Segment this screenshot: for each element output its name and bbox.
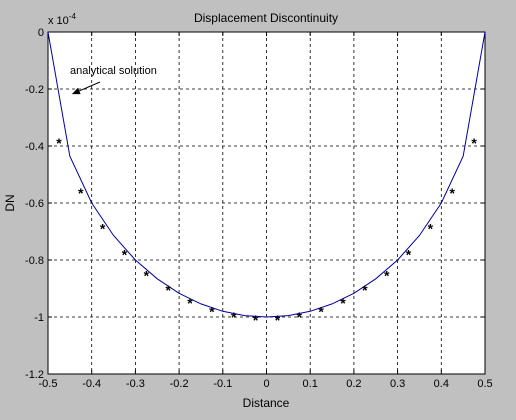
numerical-point-marker: * xyxy=(428,221,434,237)
numerical-point-marker: * xyxy=(340,295,346,311)
y-tick-labels: 0 -0.2 -0.4 -0.6 -0.8 -1 -1.2 xyxy=(25,27,44,381)
x-tick-label: -0.1 xyxy=(213,378,232,390)
y-tick-label: -0.2 xyxy=(25,84,44,96)
x-axis-label: Distance xyxy=(243,396,290,410)
numerical-point-marker: * xyxy=(449,185,455,201)
numerical-point-marker: * xyxy=(297,309,303,325)
numerical-point-marker: * xyxy=(318,303,324,319)
numerical-point-marker: * xyxy=(275,312,281,328)
numerical-point-marker: * xyxy=(253,312,259,328)
y-tick-label: -0.6 xyxy=(25,198,44,210)
y-tick-label: -1.2 xyxy=(25,369,44,381)
numerical-point-marker: * xyxy=(56,135,62,151)
numerical-point-marker: * xyxy=(384,268,390,284)
numerical-point-marker: * xyxy=(209,303,215,319)
numerical-point-marker: * xyxy=(144,268,150,284)
numerical-point-marker: * xyxy=(165,282,171,298)
annotation-text: analytical solution xyxy=(70,65,157,77)
y-exponent-power: -4 xyxy=(69,12,77,21)
x-tick-label: 0.1 xyxy=(303,378,318,390)
x-tick-label: 0.4 xyxy=(434,378,449,390)
y-tick-label: -1 xyxy=(34,312,44,324)
y-tick-label: 0 xyxy=(38,27,44,39)
y-axis-label: DN xyxy=(3,194,17,211)
y-tick-label: -0.4 xyxy=(25,141,44,153)
y-tick-label: -0.8 xyxy=(25,255,44,267)
series-layer: * * * * * * * * * * * * * * * * * * * * xyxy=(48,32,485,328)
y-exponent-label: x 10-4 xyxy=(48,12,76,27)
x-tick-label: 0.3 xyxy=(390,378,405,390)
x-tick-label: 0 xyxy=(263,378,269,390)
numerical-point-marker: * xyxy=(231,309,237,325)
x-tick-labels: -0.5 -0.4 -0.3 -0.2 -0.1 0 0.1 0.2 0.3 0.4 0.5 xyxy=(39,378,493,390)
numerical-point-marker: * xyxy=(406,246,412,262)
x-tick-label: -0.2 xyxy=(170,378,189,390)
numerical-point-marker: * xyxy=(78,185,84,201)
numerical-point-marker: * xyxy=(471,135,477,151)
numerical-point-marker: * xyxy=(122,246,128,262)
annotation-arrow xyxy=(71,81,101,95)
analytical-solution-line xyxy=(48,32,485,318)
x-tick-label: -0.5 xyxy=(39,378,58,390)
x-tick-label: -0.4 xyxy=(82,378,101,390)
chart-title: Displacement Discontinuity xyxy=(194,11,338,25)
numerical-point-marker: * xyxy=(362,282,368,298)
x-tick-label: 0.2 xyxy=(346,378,361,390)
y-exponent-base: x 10 xyxy=(48,15,69,27)
numerical-point-marker: * xyxy=(187,295,193,311)
numerical-point-marker: * xyxy=(100,221,106,237)
x-tick-label: -0.3 xyxy=(126,378,145,390)
x-tick-label: 0.5 xyxy=(477,378,492,390)
